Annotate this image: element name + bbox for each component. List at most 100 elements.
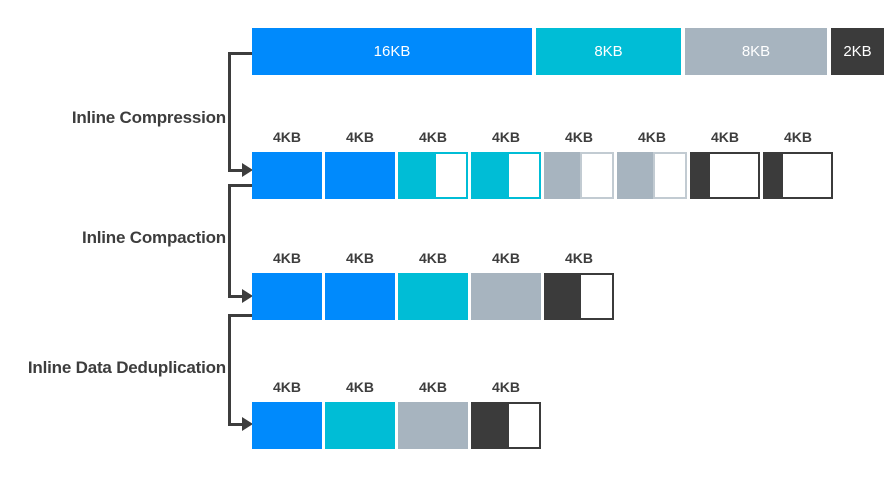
storage-block-cyan [471, 152, 541, 199]
block-filled-portion [398, 152, 435, 199]
storage-block-dark [763, 152, 833, 199]
block-free-portion [507, 402, 541, 449]
storage-block-blue [252, 273, 322, 320]
storage-block-blue: 16KB [252, 28, 532, 75]
connector-bottom-line [228, 295, 244, 298]
block-size-label: 4KB [272, 379, 301, 395]
storage-block-blue [252, 402, 322, 449]
block-size-label: 4KB [783, 129, 812, 145]
block-size-label: 4KB [491, 250, 520, 266]
block-size-label: 4KB [418, 250, 447, 266]
block-filled-portion [617, 152, 654, 199]
block-size-label: 4KB [345, 250, 374, 266]
compression-connector [228, 52, 254, 177]
storage-block-cyan [398, 152, 468, 199]
block-free-portion [653, 152, 687, 199]
compression-result-row-block: 4KB [763, 129, 833, 199]
compression-result-row-block: 4KB [690, 129, 760, 199]
block-filled-portion [398, 273, 468, 320]
connector-top-line [228, 314, 254, 317]
block-size-label: 4KB [564, 129, 593, 145]
original-data-row-block: 16KB [252, 28, 532, 75]
block-filled-portion [325, 152, 395, 199]
block-size-label: 4KB [491, 129, 520, 145]
block-filled-portion [763, 152, 781, 199]
block-filled-portion [325, 273, 395, 320]
storage-block-blue [252, 152, 322, 199]
inline-deduplication-label: Inline Data Deduplication [27, 358, 226, 377]
storage-block-dark [544, 273, 614, 320]
connector-vertical-line [228, 184, 231, 298]
original-data-row-block: 8KB [685, 28, 827, 75]
storage-block-cyan [398, 273, 468, 320]
block-size-label: 4KB [418, 129, 447, 145]
block-filled-portion [398, 402, 468, 449]
connector-vertical-line [228, 52, 231, 172]
original-data-row-block: 2KB [831, 28, 884, 75]
deduplication-connector [228, 314, 254, 431]
block-free-portion [507, 152, 541, 199]
compression-result-row-block: 4KB [617, 129, 687, 199]
deduplication-result-row-block: 4KB [398, 379, 468, 449]
connector-bottom-line [228, 423, 244, 426]
storage-block-dark: 2KB [831, 28, 884, 75]
block-free-portion [579, 273, 614, 320]
compression-result-row-block: 4KB [398, 129, 468, 199]
storage-block-dark [690, 152, 760, 199]
block-filled-portion [252, 273, 322, 320]
block-filled-portion [544, 273, 579, 320]
compaction-result-row-block: 4KB [471, 250, 541, 320]
storage-block-gray [617, 152, 687, 199]
storage-block-gray: 8KB [685, 28, 827, 75]
block-size-label: 4KB [491, 379, 520, 395]
block-filled-portion [471, 273, 541, 320]
connector-bottom-line [228, 169, 244, 172]
block-size-label: 4KB [564, 250, 593, 266]
inline-compression-label: Inline Compression [71, 108, 226, 127]
block-size-label: 4KB [710, 129, 739, 145]
deduplication-result-row-block: 4KB [325, 379, 395, 449]
block-free-portion [580, 152, 614, 199]
storage-block-gray [398, 402, 468, 449]
connector-vertical-line [228, 314, 231, 426]
block-filled-portion [252, 152, 322, 199]
block-filled-portion [690, 152, 708, 199]
block-filled-portion [325, 402, 395, 449]
compaction-connector [228, 184, 254, 303]
arrow-right-icon [242, 417, 253, 431]
connector-top-line [228, 52, 254, 55]
block-size-label: 4KB [272, 250, 301, 266]
compression-result-row: 4KB 4KB 4KB 4KB 4KB 4KB 4KB 4KB [252, 129, 833, 199]
block-filled-portion: 16KB [252, 28, 532, 75]
compaction-result-row-block: 4KB [325, 250, 395, 320]
storage-block-cyan [325, 402, 395, 449]
deduplication-result-row-block: 4KB [471, 379, 541, 449]
block-filled-portion: 2KB [831, 28, 884, 75]
storage-block-blue [325, 273, 395, 320]
compaction-result-row-block: 4KB [544, 250, 614, 320]
block-filled-portion [544, 152, 581, 199]
block-size-label: 4KB [418, 379, 447, 395]
connector-top-line [228, 184, 254, 187]
block-free-portion [434, 152, 468, 199]
storage-block-dark [471, 402, 541, 449]
original-data-row-block: 8KB [536, 28, 681, 75]
compression-result-row-block: 4KB [252, 129, 322, 199]
arrow-right-icon [242, 289, 253, 303]
deduplication-result-row-block: 4KB [252, 379, 322, 449]
deduplication-result-row: 4KB 4KB 4KB 4KB [252, 379, 541, 449]
storage-block-gray [471, 273, 541, 320]
block-filled-portion: 8KB [536, 28, 681, 75]
storage-block-blue [325, 152, 395, 199]
compression-result-row-block: 4KB [325, 129, 395, 199]
block-filled-portion [252, 402, 322, 449]
inline-compaction-label: Inline Compaction [82, 228, 226, 247]
block-free-portion [780, 152, 833, 199]
compaction-result-row: 4KB 4KB 4KB 4KB 4KB [252, 250, 614, 320]
compression-result-row-block: 4KB [544, 129, 614, 199]
block-size-label: 4KB [272, 129, 301, 145]
block-free-portion [707, 152, 760, 199]
block-size-label: 4KB [637, 129, 666, 145]
compression-result-row-block: 4KB [471, 129, 541, 199]
